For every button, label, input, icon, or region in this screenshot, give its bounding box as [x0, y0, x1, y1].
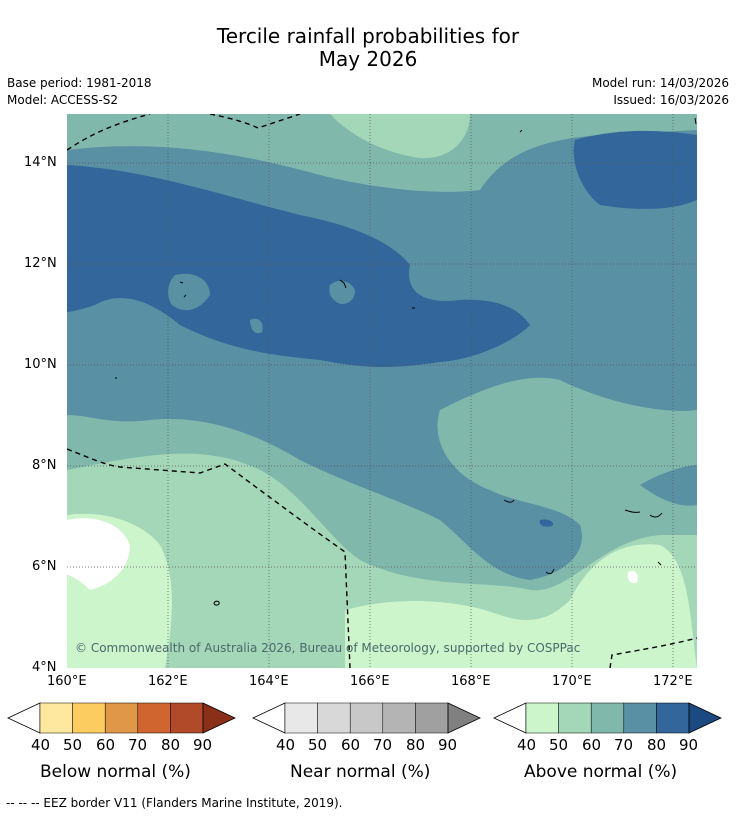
below-label-50: 50 [63, 736, 83, 754]
lat-tick-10: 10°N [24, 357, 57, 372]
lon-tick-164: 164°E [249, 674, 289, 689]
above-normal-title: Above normal (%) [524, 762, 678, 782]
above-label-90: 90 [679, 736, 699, 754]
model-name: Model: ACCESS-S2 [7, 93, 119, 107]
near-label-80: 80 [406, 736, 426, 754]
eez-footer-note: -- -- -- EEZ border V11 (Flanders Marine… [6, 796, 343, 810]
issued-date: Issued: 16/03/2026 [613, 93, 729, 107]
lat-tick-4: 4°N [32, 660, 57, 675]
near-normal-title: Near normal (%) [290, 762, 431, 782]
map-title-line2: May 2026 [318, 47, 418, 71]
below-label-80: 80 [161, 736, 181, 754]
above-label-40: 40 [517, 736, 537, 754]
lon-tick-160: 160°E [47, 674, 87, 689]
map-title-line1: Tercile rainfall probabilities for [216, 24, 520, 48]
lon-tick-170: 170°E [552, 674, 592, 689]
lon-tick-166: 166°E [350, 674, 390, 689]
above-label-60: 60 [582, 736, 602, 754]
model-run: Model run: 14/03/2026 [591, 76, 729, 90]
colorbar-below [7, 702, 236, 734]
lat-tick-6: 6°N [32, 559, 57, 574]
below-label-60: 60 [96, 736, 116, 754]
lat-tick-8: 8°N [32, 458, 57, 473]
islands [115, 117, 697, 606]
above-label-70: 70 [614, 736, 634, 754]
colorbar-above [493, 702, 722, 734]
below-label-40: 40 [31, 736, 51, 754]
lon-tick-162: 162°E [148, 674, 188, 689]
lon-tick-172: 172°E [653, 674, 693, 689]
near-label-50: 50 [308, 736, 328, 754]
above-label-80: 80 [647, 736, 667, 754]
near-label-60: 60 [341, 736, 361, 754]
near-label-90: 90 [438, 736, 458, 754]
lat-tick-12: 12°N [24, 256, 57, 271]
near-label-70: 70 [373, 736, 393, 754]
above-label-50: 50 [549, 736, 569, 754]
near-label-40: 40 [276, 736, 296, 754]
below-label-90: 90 [193, 736, 213, 754]
lon-tick-168: 168°E [451, 674, 491, 689]
below-label-70: 70 [128, 736, 148, 754]
lat-tick-14: 14°N [24, 155, 57, 170]
base-period: Base period: 1981-2018 [7, 76, 152, 90]
copyright-notice: © Commonwealth of Australia 2026, Bureau… [75, 641, 581, 655]
below-normal-title: Below normal (%) [40, 762, 191, 782]
probability-field [67, 114, 697, 668]
eez-border [67, 114, 697, 668]
colorbar-near [252, 702, 481, 734]
